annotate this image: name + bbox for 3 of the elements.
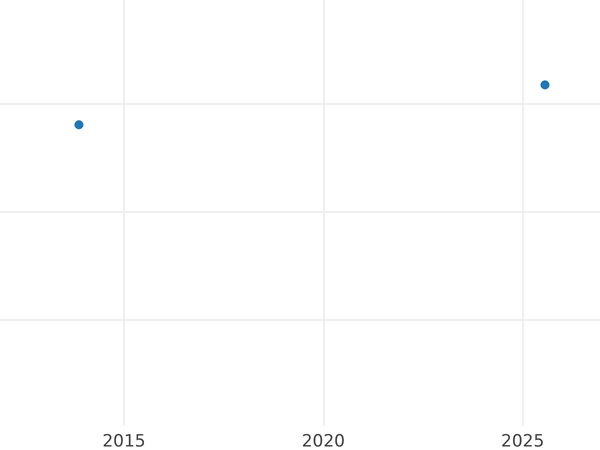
x-tick-label: 2020 (302, 432, 345, 450)
x-tick-label: 2025 (501, 432, 544, 450)
x-tick-label: 2015 (102, 432, 146, 450)
